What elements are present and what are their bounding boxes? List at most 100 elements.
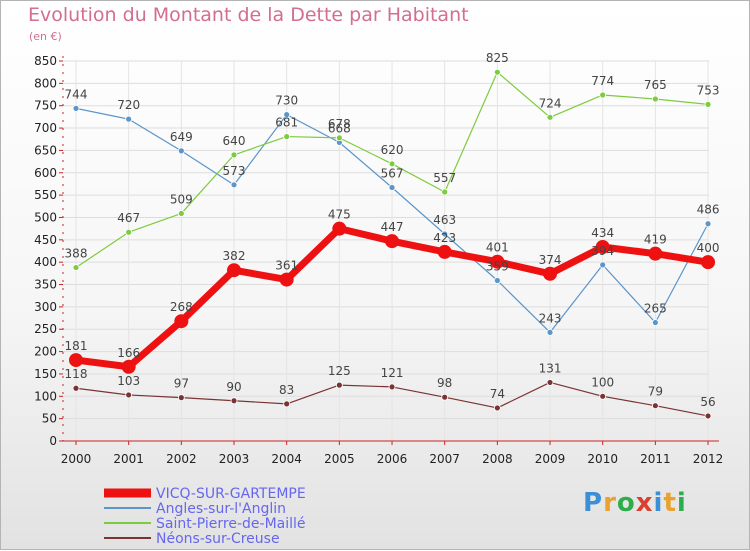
x-tick-label: 2008: [482, 452, 513, 466]
data-label: 374: [539, 253, 562, 267]
data-label: 620: [381, 143, 404, 157]
data-point: [388, 383, 396, 391]
x-tick-label: 2002: [166, 452, 197, 466]
data-point: [648, 246, 663, 261]
data-label: 423: [433, 231, 456, 245]
y-tick-label: 300: [34, 300, 57, 314]
data-label: 774: [591, 74, 614, 88]
data-point: [335, 381, 343, 389]
data-label: 118: [65, 367, 88, 381]
y-tick-label: 750: [34, 99, 57, 113]
data-point: [441, 230, 449, 238]
data-label: 467: [117, 211, 140, 225]
data-point: [599, 392, 607, 400]
data-point: [72, 104, 80, 112]
x-tick-label: 2012: [693, 452, 724, 466]
data-point: [493, 68, 501, 76]
legend-label: Angles-sur-l'Anglin: [156, 501, 286, 517]
data-point: [441, 393, 449, 401]
data-label: 486: [697, 203, 720, 217]
data-point: [177, 394, 185, 402]
legend: VICQ-SUR-GARTEMPEAngles-sur-l'AnglinSain…: [104, 486, 306, 547]
data-point: [651, 319, 659, 326]
data-label: 825: [486, 51, 509, 65]
data-label: 681: [275, 116, 298, 130]
data-point: [493, 277, 501, 284]
y-tick-label: 550: [34, 188, 57, 202]
logo-letter: r: [603, 488, 617, 518]
data-label: 83: [279, 383, 294, 397]
y-tick-label: 500: [34, 210, 57, 224]
data-label: 434: [591, 226, 614, 240]
data-label: 567: [381, 167, 404, 181]
data-label: 388: [65, 247, 88, 261]
data-label: 573: [223, 164, 246, 178]
logo-letter: t: [663, 488, 677, 518]
y-tick-label: 50: [42, 412, 57, 426]
data-point: [388, 184, 396, 191]
y-tick-label: 650: [34, 143, 57, 157]
data-label: 74: [490, 387, 505, 401]
data-label: 90: [226, 380, 241, 394]
data-label: 678: [328, 117, 351, 131]
data-label: 268: [170, 300, 193, 314]
data-label: 98: [437, 376, 452, 390]
data-point: [72, 264, 80, 271]
data-label: 400: [697, 241, 720, 255]
y-tick-label: 350: [34, 278, 57, 292]
data-label: 509: [170, 192, 193, 206]
y-tick-label: 100: [34, 389, 57, 403]
data-point: [125, 115, 133, 123]
data-point: [543, 266, 558, 281]
x-tick-label: 2007: [429, 452, 460, 466]
data-point: [121, 359, 136, 374]
x-tick-label: 2004: [271, 452, 302, 466]
data-label: 419: [644, 233, 667, 247]
data-point: [230, 151, 238, 159]
x-tick-label: 2003: [219, 452, 250, 466]
data-point: [125, 391, 133, 399]
data-point: [283, 400, 291, 408]
logo-letter: P: [583, 488, 604, 518]
data-label: 56: [700, 395, 715, 409]
data-label: 382: [223, 249, 246, 263]
data-label: 394: [591, 244, 614, 258]
data-label: 730: [275, 94, 298, 108]
data-label: 401: [486, 241, 509, 255]
data-point: [227, 263, 242, 278]
data-point: [437, 244, 452, 259]
data-point: [230, 397, 238, 405]
data-point: [385, 234, 400, 249]
data-point: [230, 181, 238, 189]
data-point: [125, 228, 133, 236]
data-labels: 744 720 649 573 730 668 567 463 359 243 394 265 486 3…: [65, 51, 720, 409]
data-point: [701, 255, 716, 270]
data-point: [599, 261, 607, 269]
data-label: 463: [433, 213, 456, 227]
data-label: 79: [648, 385, 663, 399]
x-tick-label: 2000: [61, 452, 92, 466]
legend-label: VICQ-SUR-GARTEMPE: [156, 486, 306, 502]
y-tick-label: 600: [34, 166, 57, 180]
y-tick-label: 400: [34, 255, 57, 269]
y-tick-label: 150: [34, 367, 57, 381]
data-label: 640: [223, 134, 246, 148]
data-label: 724: [539, 96, 562, 110]
data-point: [546, 328, 554, 336]
x-tick-label: 2009: [535, 452, 566, 466]
data-point: [493, 404, 501, 412]
y-tick-label: 0: [49, 434, 57, 448]
data-point: [704, 412, 712, 420]
x-tick-label: 2001: [113, 452, 144, 466]
data-point: [704, 100, 712, 108]
x-tick-label: 2005: [324, 452, 355, 466]
data-label: 100: [591, 375, 614, 389]
unit-label: (en €): [29, 30, 62, 43]
logo-letter: i: [676, 488, 687, 518]
legend-label: Néons-sur-Creuse: [156, 531, 280, 547]
data-point: [177, 147, 185, 155]
data-label: 97: [174, 377, 189, 391]
data-label: 744: [65, 87, 88, 101]
